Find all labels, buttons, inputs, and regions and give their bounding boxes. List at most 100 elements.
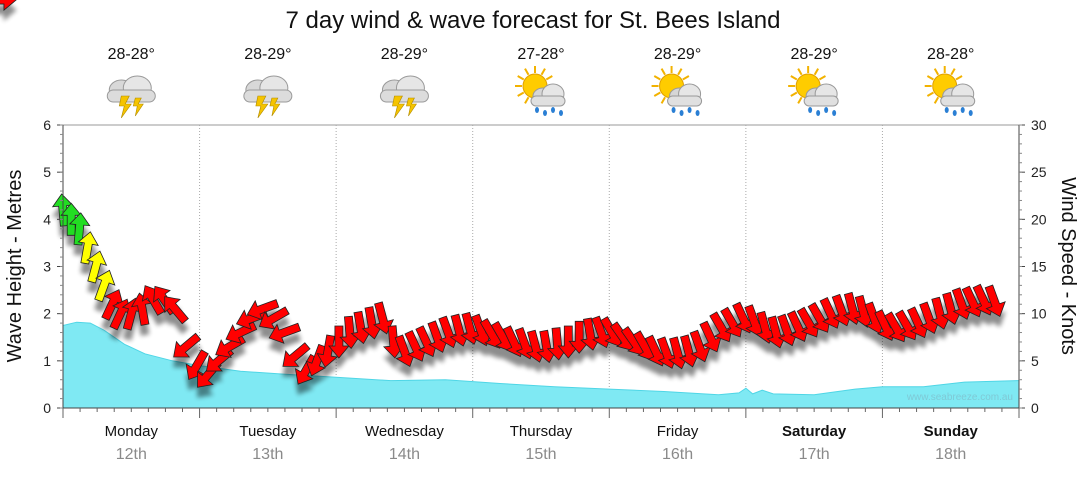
day-label: Sunday [924, 423, 979, 440]
day-label: Monday [105, 423, 159, 440]
bottom-axis-ticks [62, 408, 1020, 418]
temperature-row: 28-28° 28-29° 28-29° 27-28° 28-29° 28-29° 28-2… [108, 46, 975, 63]
right-tick-label: 20 [1031, 211, 1047, 227]
sun-ray [545, 75, 553, 81]
cloud-base [379, 89, 429, 103]
wind-arrow [777, 313, 799, 347]
right-axis-ticks: 0 5 10 15 20 25 30 [1019, 117, 1047, 416]
wave-height-area [63, 322, 1019, 408]
sun-ray [790, 91, 798, 97]
wind-arrow [305, 343, 327, 377]
cloud-base [667, 95, 703, 107]
sun-ray [797, 68, 803, 76]
wind-arrow [164, 296, 189, 325]
lightning-bolt [406, 97, 417, 117]
cloud-base [940, 95, 976, 107]
left-tick-label: 1 [43, 353, 51, 369]
sun-ray [682, 75, 690, 81]
wind-arrow [0, 0, 17, 11]
weather-icon-row [106, 66, 976, 119]
lightning-bolt [132, 97, 144, 117]
wind-arrow [842, 291, 864, 325]
sun-ray [517, 91, 525, 97]
wind-arrow [894, 309, 919, 341]
right-tick-label: 0 [1031, 400, 1039, 416]
sun-ray [933, 68, 940, 76]
wind-arrow [720, 306, 744, 338]
sun-ray [517, 75, 525, 81]
sun-ray [653, 91, 661, 97]
sun-ray [933, 96, 940, 104]
date-label: 14th [389, 446, 420, 463]
sun-ray [813, 68, 820, 76]
rain-drop [944, 107, 949, 113]
right-tick-label: 10 [1031, 306, 1047, 322]
right-tick-label: 5 [1031, 353, 1039, 369]
sun-ray [950, 68, 956, 76]
plot-frame [62, 124, 1020, 409]
temperature-label: 28-28° [927, 46, 974, 63]
rain-drop [535, 107, 539, 113]
right-tick-label: 25 [1031, 164, 1047, 180]
rain-drop [543, 110, 547, 116]
sun-ray [955, 75, 963, 81]
wind-arrow [101, 289, 124, 321]
sun-rain-icon [651, 66, 703, 116]
sun-ray [797, 96, 803, 104]
day-labels: Monday 12th Tuesday 13th Wednesday 14th Thursd… [105, 423, 979, 463]
day-gridlines [199, 125, 883, 408]
wind-arrow [86, 250, 108, 284]
wind-arrow [246, 299, 280, 321]
sun-ray [677, 68, 683, 76]
wind-arrow [796, 306, 820, 338]
cloud-base [243, 89, 293, 103]
rain-drop [832, 110, 837, 116]
left-axis-ticks: 0 1 2 3 4 5 6 [43, 117, 63, 416]
sun-ray [524, 96, 530, 104]
rain-drop [968, 110, 973, 116]
sun-ray [653, 75, 661, 81]
sun-rain-icon [924, 66, 976, 116]
date-label: 16th [662, 446, 693, 463]
date-label: 18th [935, 446, 966, 463]
sun-ray [926, 91, 934, 97]
temperature-label: 28-29° [381, 46, 428, 63]
wind-arrow [328, 325, 350, 359]
thunderstorm-icon [379, 75, 429, 119]
wind-arrow [173, 332, 202, 358]
day-label: Tuesday [239, 423, 296, 440]
wind-arrow [819, 296, 842, 329]
date-label: 15th [525, 446, 556, 463]
left-tick-label: 6 [43, 117, 51, 133]
temperature-label: 27-28° [517, 46, 564, 63]
date-label: 13th [252, 446, 283, 463]
day-label: Thursday [510, 423, 573, 440]
thunderstorm-icon [243, 75, 293, 119]
rain-drop [687, 107, 692, 113]
date-label: 17th [799, 446, 830, 463]
chart-title: 7 day wind & wave forecast for St. Bees … [286, 7, 781, 34]
sun-ray [818, 75, 826, 81]
rain-drop [559, 110, 563, 116]
temperature-label: 28-29° [654, 46, 701, 63]
wind-arrow [94, 269, 116, 303]
rain-drop [816, 110, 821, 116]
left-tick-label: 2 [43, 306, 51, 322]
date-label: 12th [116, 446, 147, 463]
wind-arrow [258, 306, 290, 330]
watermark: www.seabreeze.com.au [906, 392, 1013, 403]
wind-arrow [268, 322, 302, 344]
left-tick-label: 5 [43, 164, 51, 180]
sun-ray [660, 68, 666, 76]
lightning-bolt [392, 95, 406, 119]
wind-arrow [709, 311, 733, 343]
sun-ray [926, 75, 934, 81]
rain-drop [671, 107, 676, 113]
day-label: Wednesday [365, 423, 444, 440]
wind-arrow [984, 284, 1006, 318]
left-tick-label: 4 [43, 211, 51, 227]
wind-arrows [0, 0, 1006, 388]
sun-ray [524, 68, 530, 76]
rain-drop [960, 107, 965, 113]
